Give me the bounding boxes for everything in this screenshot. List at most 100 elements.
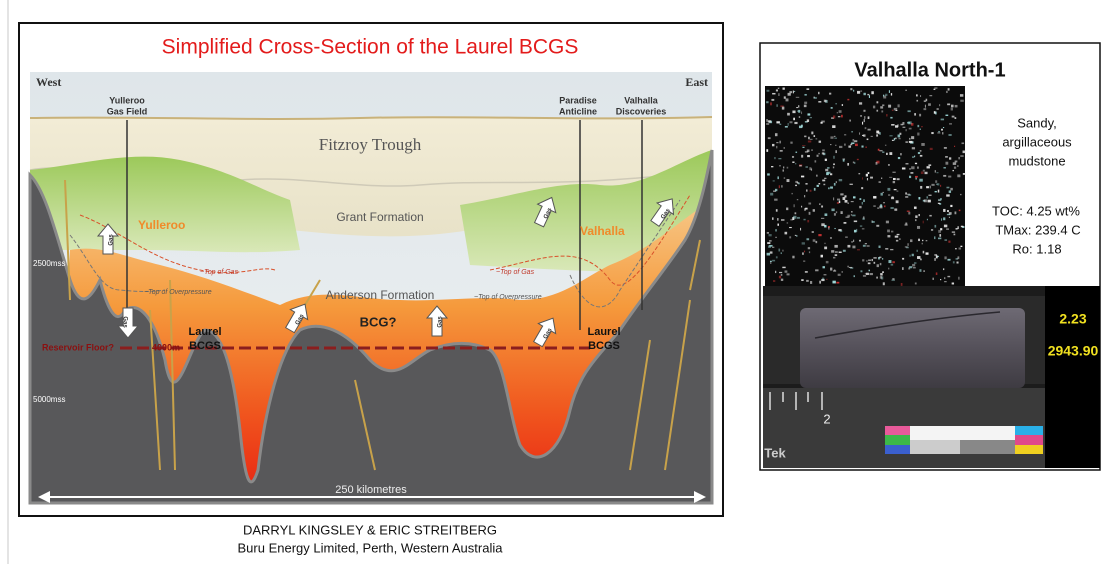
grain	[882, 104, 885, 107]
grain	[780, 273, 783, 276]
grain	[904, 246, 908, 248]
grain	[876, 109, 879, 112]
grain	[844, 200, 848, 203]
grain	[933, 111, 936, 114]
grain	[958, 157, 960, 160]
grain	[946, 186, 950, 189]
grain	[918, 197, 921, 200]
grain	[902, 257, 905, 260]
grain	[876, 134, 879, 137]
lithology: argillaceous	[1002, 134, 1072, 149]
grain	[822, 149, 825, 152]
grain	[957, 174, 961, 178]
grain	[905, 141, 908, 143]
grain	[914, 162, 918, 165]
grain	[810, 168, 813, 171]
grain	[911, 156, 915, 158]
grain	[796, 235, 798, 237]
grain	[945, 90, 948, 94]
grain	[883, 95, 887, 99]
grain	[940, 279, 942, 281]
grain	[921, 126, 923, 128]
grain	[791, 155, 795, 158]
grain	[931, 183, 935, 186]
grain	[832, 166, 835, 169]
grain	[857, 90, 861, 94]
grain	[772, 259, 776, 262]
grain	[818, 101, 822, 103]
arrow-shape	[96, 223, 120, 255]
grain	[892, 180, 896, 184]
grain	[940, 197, 942, 201]
bcgs-label: Laurel	[587, 326, 620, 338]
grain	[769, 240, 772, 242]
arrow-shape	[650, 198, 675, 228]
grain	[805, 166, 808, 168]
grain	[775, 236, 777, 238]
bcg-label: BCG?	[360, 314, 397, 329]
grain	[847, 265, 849, 268]
gas-arrow: Gas	[284, 303, 309, 334]
grain	[863, 92, 866, 96]
surface-line	[29, 116, 713, 120]
well-label: Anticline	[559, 106, 597, 116]
grain	[777, 176, 779, 180]
grain	[939, 203, 942, 205]
grain	[906, 193, 911, 196]
grain	[876, 130, 880, 134]
grain	[821, 223, 825, 227]
grain	[815, 138, 818, 140]
grain	[934, 258, 936, 261]
grain	[769, 260, 772, 262]
grain	[914, 175, 918, 178]
grain	[886, 153, 888, 155]
gas-label: Gas	[295, 313, 306, 326]
grain	[807, 247, 811, 250]
grain	[905, 222, 908, 225]
grain	[776, 104, 778, 107]
grain	[768, 245, 771, 248]
grain	[935, 180, 938, 183]
grain	[768, 234, 772, 237]
grain	[919, 150, 922, 152]
grain	[912, 263, 916, 267]
grain	[779, 165, 781, 167]
grain	[942, 126, 945, 129]
grain	[808, 202, 812, 205]
grain	[926, 166, 930, 169]
grain	[835, 211, 838, 214]
grain	[868, 95, 870, 98]
grain	[829, 92, 832, 95]
grain	[828, 226, 830, 228]
grain	[904, 223, 908, 226]
grain	[899, 238, 901, 240]
grain	[880, 106, 884, 109]
grain	[830, 144, 832, 146]
grain	[925, 98, 928, 102]
grain	[853, 229, 857, 233]
grain	[783, 96, 786, 99]
grain	[794, 90, 796, 93]
grain	[902, 267, 904, 270]
grain	[824, 177, 827, 179]
grain	[862, 134, 864, 137]
grain	[909, 137, 911, 140]
grain	[957, 256, 960, 260]
grain	[841, 114, 843, 118]
grain	[772, 280, 776, 282]
grain	[864, 127, 867, 130]
grain	[792, 255, 795, 259]
grain	[861, 177, 863, 180]
grain	[911, 136, 915, 140]
grain	[894, 208, 898, 211]
grain	[934, 170, 936, 173]
grain	[905, 163, 909, 165]
grain	[937, 237, 942, 240]
grain	[827, 171, 831, 174]
grain	[858, 102, 863, 105]
gas-arrow: Gas	[532, 317, 557, 348]
grain	[940, 184, 942, 187]
grain	[795, 96, 800, 98]
grain	[809, 167, 812, 171]
